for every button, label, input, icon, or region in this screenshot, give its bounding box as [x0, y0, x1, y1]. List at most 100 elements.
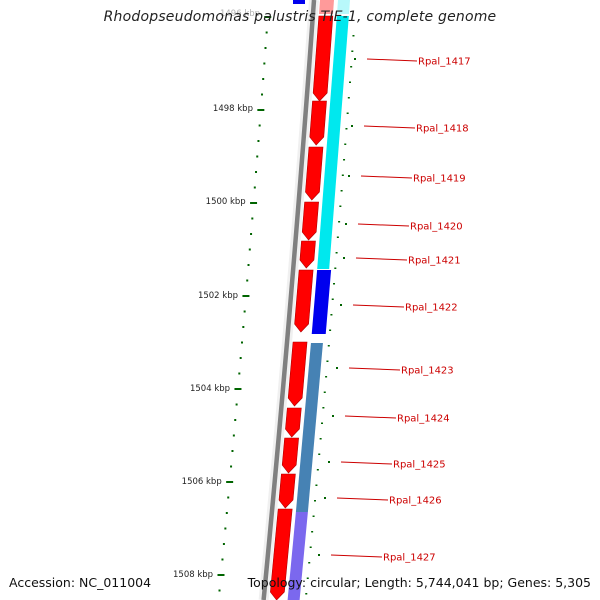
outer-tick [316, 469, 319, 471]
outer-tick [326, 360, 329, 362]
cds-faded [318, 0, 334, 14]
gene-tick [328, 461, 330, 463]
outer-tick [345, 128, 348, 130]
forward-cds-arrow [299, 240, 316, 269]
scale-tick-label: 1502 kbp [198, 291, 238, 301]
gene-leader-line [355, 257, 408, 261]
gene-tick [348, 175, 350, 177]
minor-tick [265, 31, 268, 34]
minor-tick [234, 419, 237, 421]
outer-tick [306, 577, 309, 579]
minor-tick [231, 450, 234, 452]
minor-tick [247, 264, 250, 266]
minor-tick [257, 140, 260, 142]
gene-leader-line [363, 125, 416, 129]
outer-tick [346, 112, 349, 114]
map-title: Rhodopseudomonas palustris TIE-1, comple… [103, 9, 497, 25]
cds-cyan [317, 16, 349, 269]
minor-tick [222, 543, 225, 545]
gene-tick [340, 304, 342, 306]
forward-cds-arrow [301, 201, 319, 241]
minor-tick [242, 326, 245, 328]
gene-label-layer: Rpal_1417 Rpal_1418 Rpal_1419 Rpal_1420 Rpal… [305, 35, 471, 595]
gene-label-rpal-1419[interactable]: Rpal_1419 [413, 174, 466, 185]
outer-tick [339, 205, 342, 207]
outer-tick [338, 221, 341, 223]
cds-track [270, 0, 350, 600]
minor-tick [264, 47, 267, 49]
gene-label-rpal-1422[interactable]: Rpal_1422 [405, 303, 458, 314]
forward-cds-arrow [281, 437, 299, 474]
cds-blue [311, 270, 332, 334]
gene-tick [351, 125, 353, 127]
outer-tick [329, 329, 332, 331]
outer-tick [327, 345, 330, 347]
gene-leader-line [360, 175, 413, 179]
gene-label-rpal-1421[interactable]: Rpal_1421 [408, 256, 461, 267]
forward-cds-arrow [312, 15, 334, 102]
outer-tick [341, 174, 344, 176]
gene-label-rpal-1426[interactable]: Rpal_1426 [389, 496, 442, 507]
minor-tick [240, 341, 243, 344]
gene-label-rpal-1420[interactable]: Rpal_1420 [410, 222, 463, 233]
gene-leader-line [352, 304, 405, 308]
major-tick [242, 295, 250, 297]
outer-tick [343, 159, 346, 161]
minor-tick [258, 124, 261, 127]
gene-leader-line [357, 223, 410, 227]
backbone-line [261, 0, 317, 600]
topology-text: Topology: circular; Length: 5,744,041 bp… [247, 575, 591, 590]
scale-tick-label: 1504 kbp [190, 384, 230, 394]
forward-cds-arrow [270, 508, 293, 600]
outer-tick [311, 531, 314, 533]
minor-tick [230, 465, 233, 468]
outer-tick [309, 546, 312, 548]
minor-tick [235, 403, 238, 406]
minor-tick [262, 78, 265, 80]
minor-tick [251, 217, 254, 220]
gene-label-rpal-1425[interactable]: Rpal_1425 [393, 460, 446, 471]
minor-tick [248, 248, 251, 251]
gene-label-rpal-1418[interactable]: Rpal_1418 [416, 124, 469, 135]
outer-tick [333, 283, 336, 285]
forward-cds-arrow [285, 407, 302, 438]
minor-tick [239, 357, 242, 359]
gene-leader-line [340, 461, 393, 465]
outer-tick [323, 391, 326, 393]
scale-ticks: 1496 kbp 1498 kbp 1500 kbp 1502 kbp 1504 kbp… [173, 9, 272, 592]
major-tick [226, 481, 234, 483]
forward-cds-arrow [309, 100, 327, 146]
genome-backbone [258, 0, 319, 600]
outer-tick [350, 66, 353, 68]
gene-tick [354, 58, 356, 60]
outer-tick [315, 484, 318, 486]
outer-tick [336, 236, 339, 238]
outer-tick [348, 81, 351, 83]
gene-label-rpal-1423[interactable]: Rpal_1423 [401, 366, 454, 377]
gene-tick [343, 257, 345, 259]
outer-tick [352, 35, 355, 37]
minor-tick [224, 527, 227, 530]
accession-text: Accession: NC_011004 [9, 575, 152, 590]
forward-cds-arrow [294, 269, 314, 333]
gene-tick [324, 497, 326, 499]
gene-tick [332, 415, 334, 417]
outer-tick [340, 190, 343, 192]
minor-tick [246, 279, 249, 282]
minor-tick [225, 512, 228, 514]
minor-tick [238, 372, 241, 375]
major-tick [250, 202, 258, 204]
outer-tick [314, 500, 316, 502]
gene-tick [345, 223, 347, 225]
outer-tick [347, 97, 350, 99]
gene-label-rpal-1424[interactable]: Rpal_1424 [397, 414, 450, 425]
minor-tick [232, 434, 235, 437]
minor-tick [253, 186, 256, 189]
gene-label-rpal-1427[interactable]: Rpal_1427 [383, 553, 436, 564]
forward-cds-arrow [305, 146, 324, 201]
gene-label-rpal-1417[interactable]: Rpal_1417 [418, 57, 471, 68]
minor-tick [263, 62, 266, 65]
outer-tick [305, 593, 308, 595]
minor-tick [221, 558, 224, 561]
